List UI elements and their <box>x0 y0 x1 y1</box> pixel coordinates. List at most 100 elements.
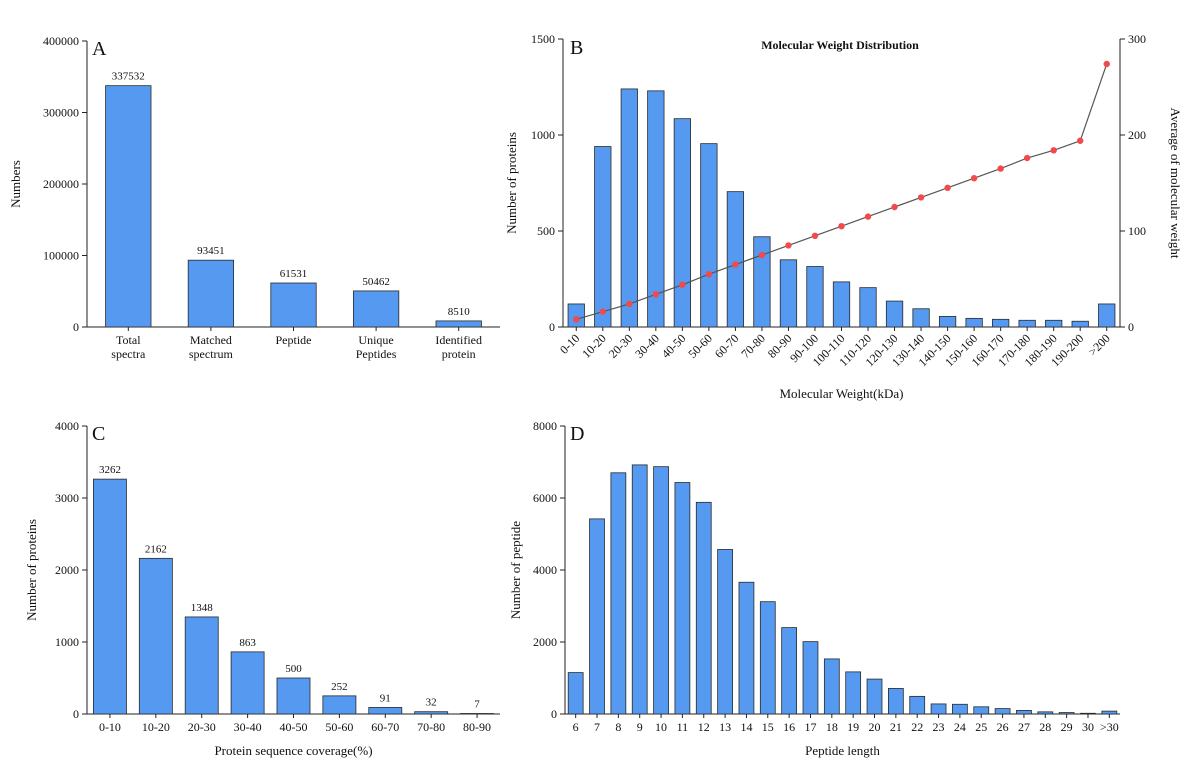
line-point <box>811 232 819 239</box>
data-label: 500 <box>285 663 302 675</box>
panel-b: B 0 500 1000 1500 0 100 200 300 Number of protein… <box>504 32 1183 401</box>
bar <box>938 316 957 328</box>
y2-tick-label: 0 <box>1128 320 1134 334</box>
bar <box>781 627 798 715</box>
line-point <box>864 213 872 220</box>
bar <box>1016 710 1032 715</box>
data-label: 91 <box>380 692 391 704</box>
x-tick-label: 23 <box>933 720 945 734</box>
line-point <box>785 242 792 249</box>
y-axis-label: Number of proteins <box>24 519 39 621</box>
x-tick-label: 28 <box>1039 720 1051 734</box>
bar <box>885 300 904 328</box>
bar <box>802 641 819 715</box>
data-label: 252 <box>331 681 348 693</box>
bar <box>352 290 400 328</box>
line-point <box>1050 147 1057 154</box>
bar <box>1071 320 1089 328</box>
x-tick-label: Identified protein <box>435 333 482 361</box>
y-axis-label: Number of proteins <box>504 132 519 234</box>
y-tick-label: 2000 <box>55 563 79 577</box>
y2-tick-label: 200 <box>1128 128 1146 142</box>
x-tick-label: 20-30 <box>188 720 216 734</box>
panel-letter: B <box>570 37 583 59</box>
x-tick-label: >30 <box>1100 720 1119 734</box>
bar <box>105 85 152 328</box>
data-label: 3262 <box>99 464 121 476</box>
x-tick-label: 50-60 <box>325 720 353 734</box>
x-tick-label: 50-60 <box>685 331 715 361</box>
bar <box>674 482 691 715</box>
panel-letter: C <box>92 423 105 445</box>
x-tick-label: 15 <box>762 720 774 734</box>
bar <box>270 282 317 328</box>
bar <box>994 708 1011 715</box>
x-tick-label: 25 <box>975 720 987 734</box>
line-point <box>732 261 739 268</box>
bar <box>753 236 771 328</box>
x-tick-label: 27 <box>1018 720 1030 734</box>
data-label: 93451 <box>197 245 225 257</box>
bar <box>717 549 733 715</box>
bar <box>738 581 755 715</box>
data-label: 7 <box>474 698 480 710</box>
bar <box>414 711 449 715</box>
bar <box>435 320 482 328</box>
y-tick-label: 2000 <box>533 635 557 649</box>
x-tick-label: 6 <box>573 720 579 734</box>
panel-letter: D <box>570 423 584 445</box>
x-tick-label: 40-50 <box>659 331 689 361</box>
x-tick-label: 10 <box>655 720 667 734</box>
bar <box>700 143 718 328</box>
x-tick-label: 11 <box>677 720 689 734</box>
bar <box>187 259 235 328</box>
bar <box>779 259 798 328</box>
bar <box>567 303 585 328</box>
line-point <box>705 271 713 278</box>
bar <box>460 713 494 715</box>
x-tick-label: 0-10 <box>557 331 582 356</box>
panel-c: C 0 1000 2000 3000 4000 Number of proteins 0-10… <box>24 419 500 758</box>
y-tick-label: 6000 <box>533 491 557 505</box>
x-tick-label: 21 <box>890 720 902 734</box>
x-tick-label: 60-70 <box>371 720 399 734</box>
line-point <box>679 281 686 288</box>
data-label: 2162 <box>145 543 167 555</box>
bar <box>952 703 968 715</box>
y-tick-label: 500 <box>537 224 555 238</box>
line-point <box>891 203 898 211</box>
bar <box>589 518 605 715</box>
y2-axis-label: Average of molecular weight <box>1168 108 1183 259</box>
x-tick-label: 60-70 <box>712 331 742 361</box>
bar <box>887 688 904 715</box>
bar <box>276 677 311 715</box>
bar <box>832 281 851 328</box>
y2-tick-label: 100 <box>1128 224 1146 238</box>
x-tick-label: 40-50 <box>280 720 308 734</box>
y-axis-label: Numbers <box>8 160 23 208</box>
line-point <box>838 223 845 230</box>
bar <box>1101 710 1118 715</box>
data-label: 1348 <box>191 602 214 614</box>
line-point <box>626 300 633 308</box>
y-tick-label: 1000 <box>531 128 555 142</box>
bar <box>912 308 930 328</box>
bar <box>138 557 173 715</box>
bar <box>759 601 776 715</box>
bar <box>322 695 357 715</box>
y-tick-label: 100000 <box>43 249 79 263</box>
chart-title: Molecular Weight Distribution <box>761 38 919 52</box>
x-axis-label: Molecular Weight(kDa) <box>780 386 904 401</box>
y-tick-label: 3000 <box>55 491 79 505</box>
y-tick-label: 200000 <box>43 177 79 191</box>
line-point <box>573 316 580 323</box>
y-tick-label: 1500 <box>531 32 555 46</box>
bar <box>806 266 824 328</box>
x-tick-label: 18 <box>826 720 838 734</box>
x-axis-label: Peptide length <box>805 743 880 758</box>
bar <box>909 695 926 715</box>
x-tick-label: 70-80 <box>738 331 768 361</box>
bar <box>823 658 840 715</box>
data-label: 32 <box>426 697 437 709</box>
